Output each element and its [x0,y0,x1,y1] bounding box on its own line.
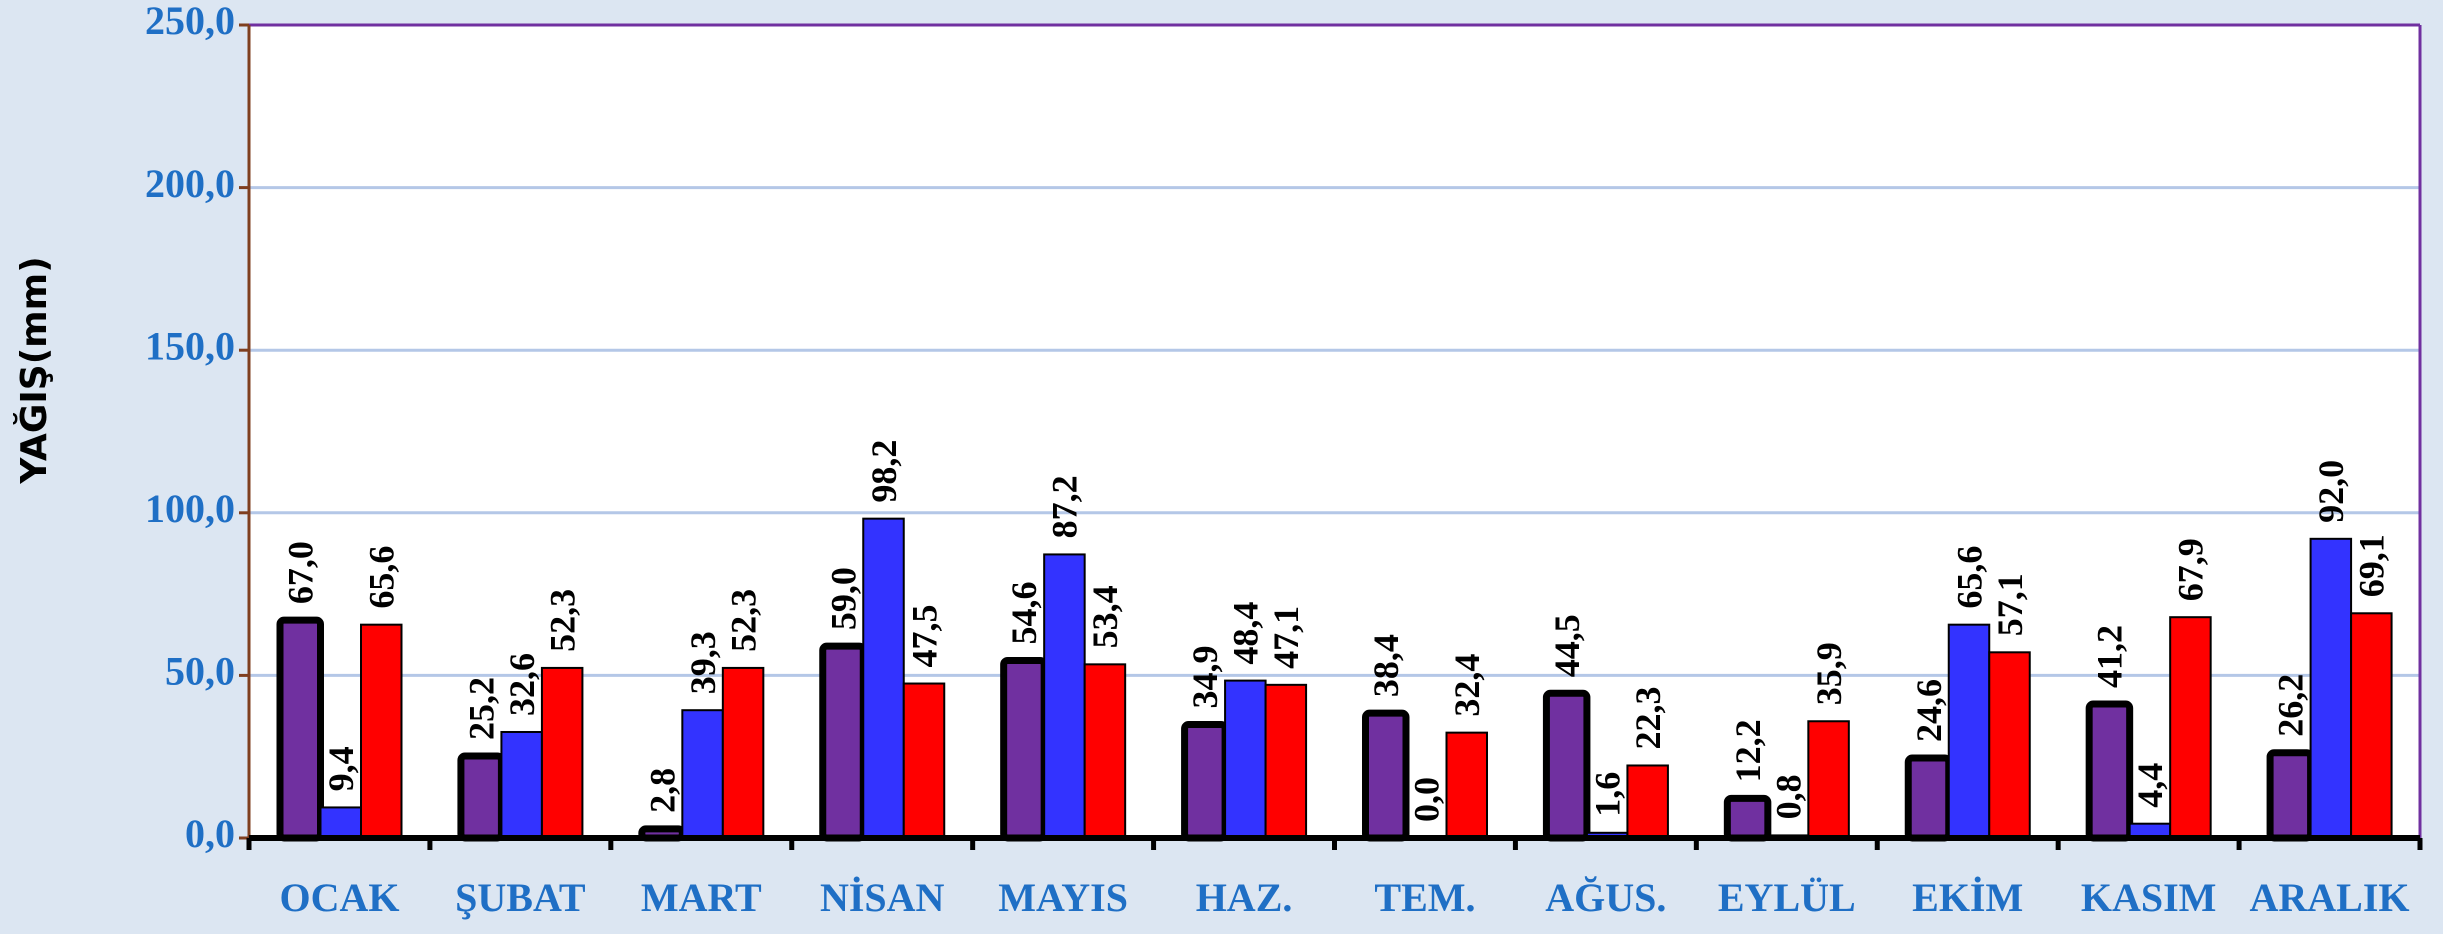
bar [360,623,403,840]
value-label: 65,6 [1949,546,1989,609]
value-label: 98,2 [864,440,904,503]
x-tick-label: OCAK [279,875,399,920]
value-label: 48,4 [1226,602,1266,665]
value-label: 32,4 [1447,654,1487,717]
x-tick-label: NİSAN [820,875,945,920]
bar [1264,683,1308,840]
bar [1000,656,1048,842]
bar [2169,616,2212,840]
bar [1542,689,1591,842]
x-tick-label: ARALIK [2250,875,2410,920]
value-label: 65,6 [362,546,402,609]
y-tick-label: 50,0 [165,649,235,694]
value-label: 59,0 [823,567,863,630]
value-label: 41,2 [2090,625,2130,688]
x-tick-label: MART [641,875,762,920]
value-label: 47,5 [904,605,944,668]
value-label: 44,5 [1547,614,1587,677]
value-label: 32,6 [502,653,542,716]
value-label: 87,2 [1045,475,1085,538]
bar [2266,749,2315,842]
bar [2309,537,2353,839]
y-tick-label: 100,0 [145,486,235,531]
value-label: 35,9 [1809,642,1849,705]
x-tick-label: TEM. [1374,875,1475,920]
bar [862,517,905,840]
bar [1181,721,1229,842]
bar [2350,612,2393,839]
value-label: 9,4 [321,746,361,791]
bar [1445,731,1488,839]
x-tick-label: MAYIS [998,875,1128,920]
value-label: 39,3 [683,631,723,694]
value-label: 57,1 [1990,573,2030,636]
bar [721,666,765,840]
value-label: 24,6 [1909,679,1949,742]
value-label: 53,4 [1085,585,1125,648]
y-tick-label: 200,0 [145,161,235,206]
value-label: 34,9 [1185,646,1225,709]
bar [1362,709,1410,842]
bar [540,666,584,840]
value-label: 54,6 [1004,581,1044,644]
value-label: 2,8 [642,768,682,813]
value-label: 12,2 [1728,719,1768,782]
y-axis-label: YAĞIŞ(mm) [13,256,55,484]
bar [1083,663,1127,839]
bar [681,709,724,840]
x-tick-label: AĞUS. [1545,875,1666,920]
bar [1807,720,1850,839]
x-tick-label: EYLÜL [1718,875,1856,920]
value-label: 1,6 [1587,772,1627,817]
x-tick-label: EKİM [1912,875,2023,920]
value-label: 0,8 [1768,774,1808,819]
bar [1626,764,1669,840]
x-tick-label: HAZ. [1196,875,1293,920]
value-label: 4,4 [2130,763,2170,808]
value-label: 67,0 [281,541,321,604]
value-label: 52,3 [723,589,763,652]
bar [2085,700,2134,842]
value-label: 38,4 [1366,634,1406,697]
bar [1904,754,1953,842]
bar [1947,623,1991,840]
value-label: 26,2 [2271,674,2311,737]
value-label: 69,1 [2352,534,2392,597]
y-tick-label: 0,0 [185,811,235,856]
value-label: 47,1 [1266,606,1306,669]
y-tick-label: 250,0 [145,0,235,43]
value-label: 0,0 [1407,777,1447,822]
bar [902,682,946,840]
value-label: 52,3 [542,589,582,652]
bar [500,730,543,839]
bar [1043,553,1086,839]
bar [276,616,324,842]
bar [1224,679,1267,840]
bar [819,642,867,842]
bar [457,752,505,842]
value-label: 92,0 [2311,460,2351,523]
x-tick-label: KASIM [2081,875,2217,920]
y-tick-label: 150,0 [145,323,235,368]
value-label: 22,3 [1628,686,1668,749]
x-tick-label: ŞUBAT [455,875,586,920]
value-label: 25,2 [461,677,501,740]
bar [1723,794,1772,842]
bar [1988,651,2031,839]
plot-area [249,25,2420,838]
value-label: 67,9 [2171,538,2211,601]
bar [319,806,362,840]
